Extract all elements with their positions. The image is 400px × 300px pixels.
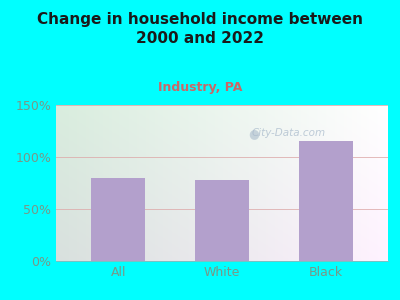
Text: Industry, PA: Industry, PA — [158, 81, 242, 94]
Text: Change in household income between
2000 and 2022: Change in household income between 2000 … — [37, 12, 363, 46]
Bar — [299, 141, 353, 261]
Text: City-Data.com: City-Data.com — [251, 128, 326, 138]
Text: ●: ● — [248, 127, 259, 140]
Bar — [195, 180, 249, 261]
Bar — [91, 178, 145, 261]
